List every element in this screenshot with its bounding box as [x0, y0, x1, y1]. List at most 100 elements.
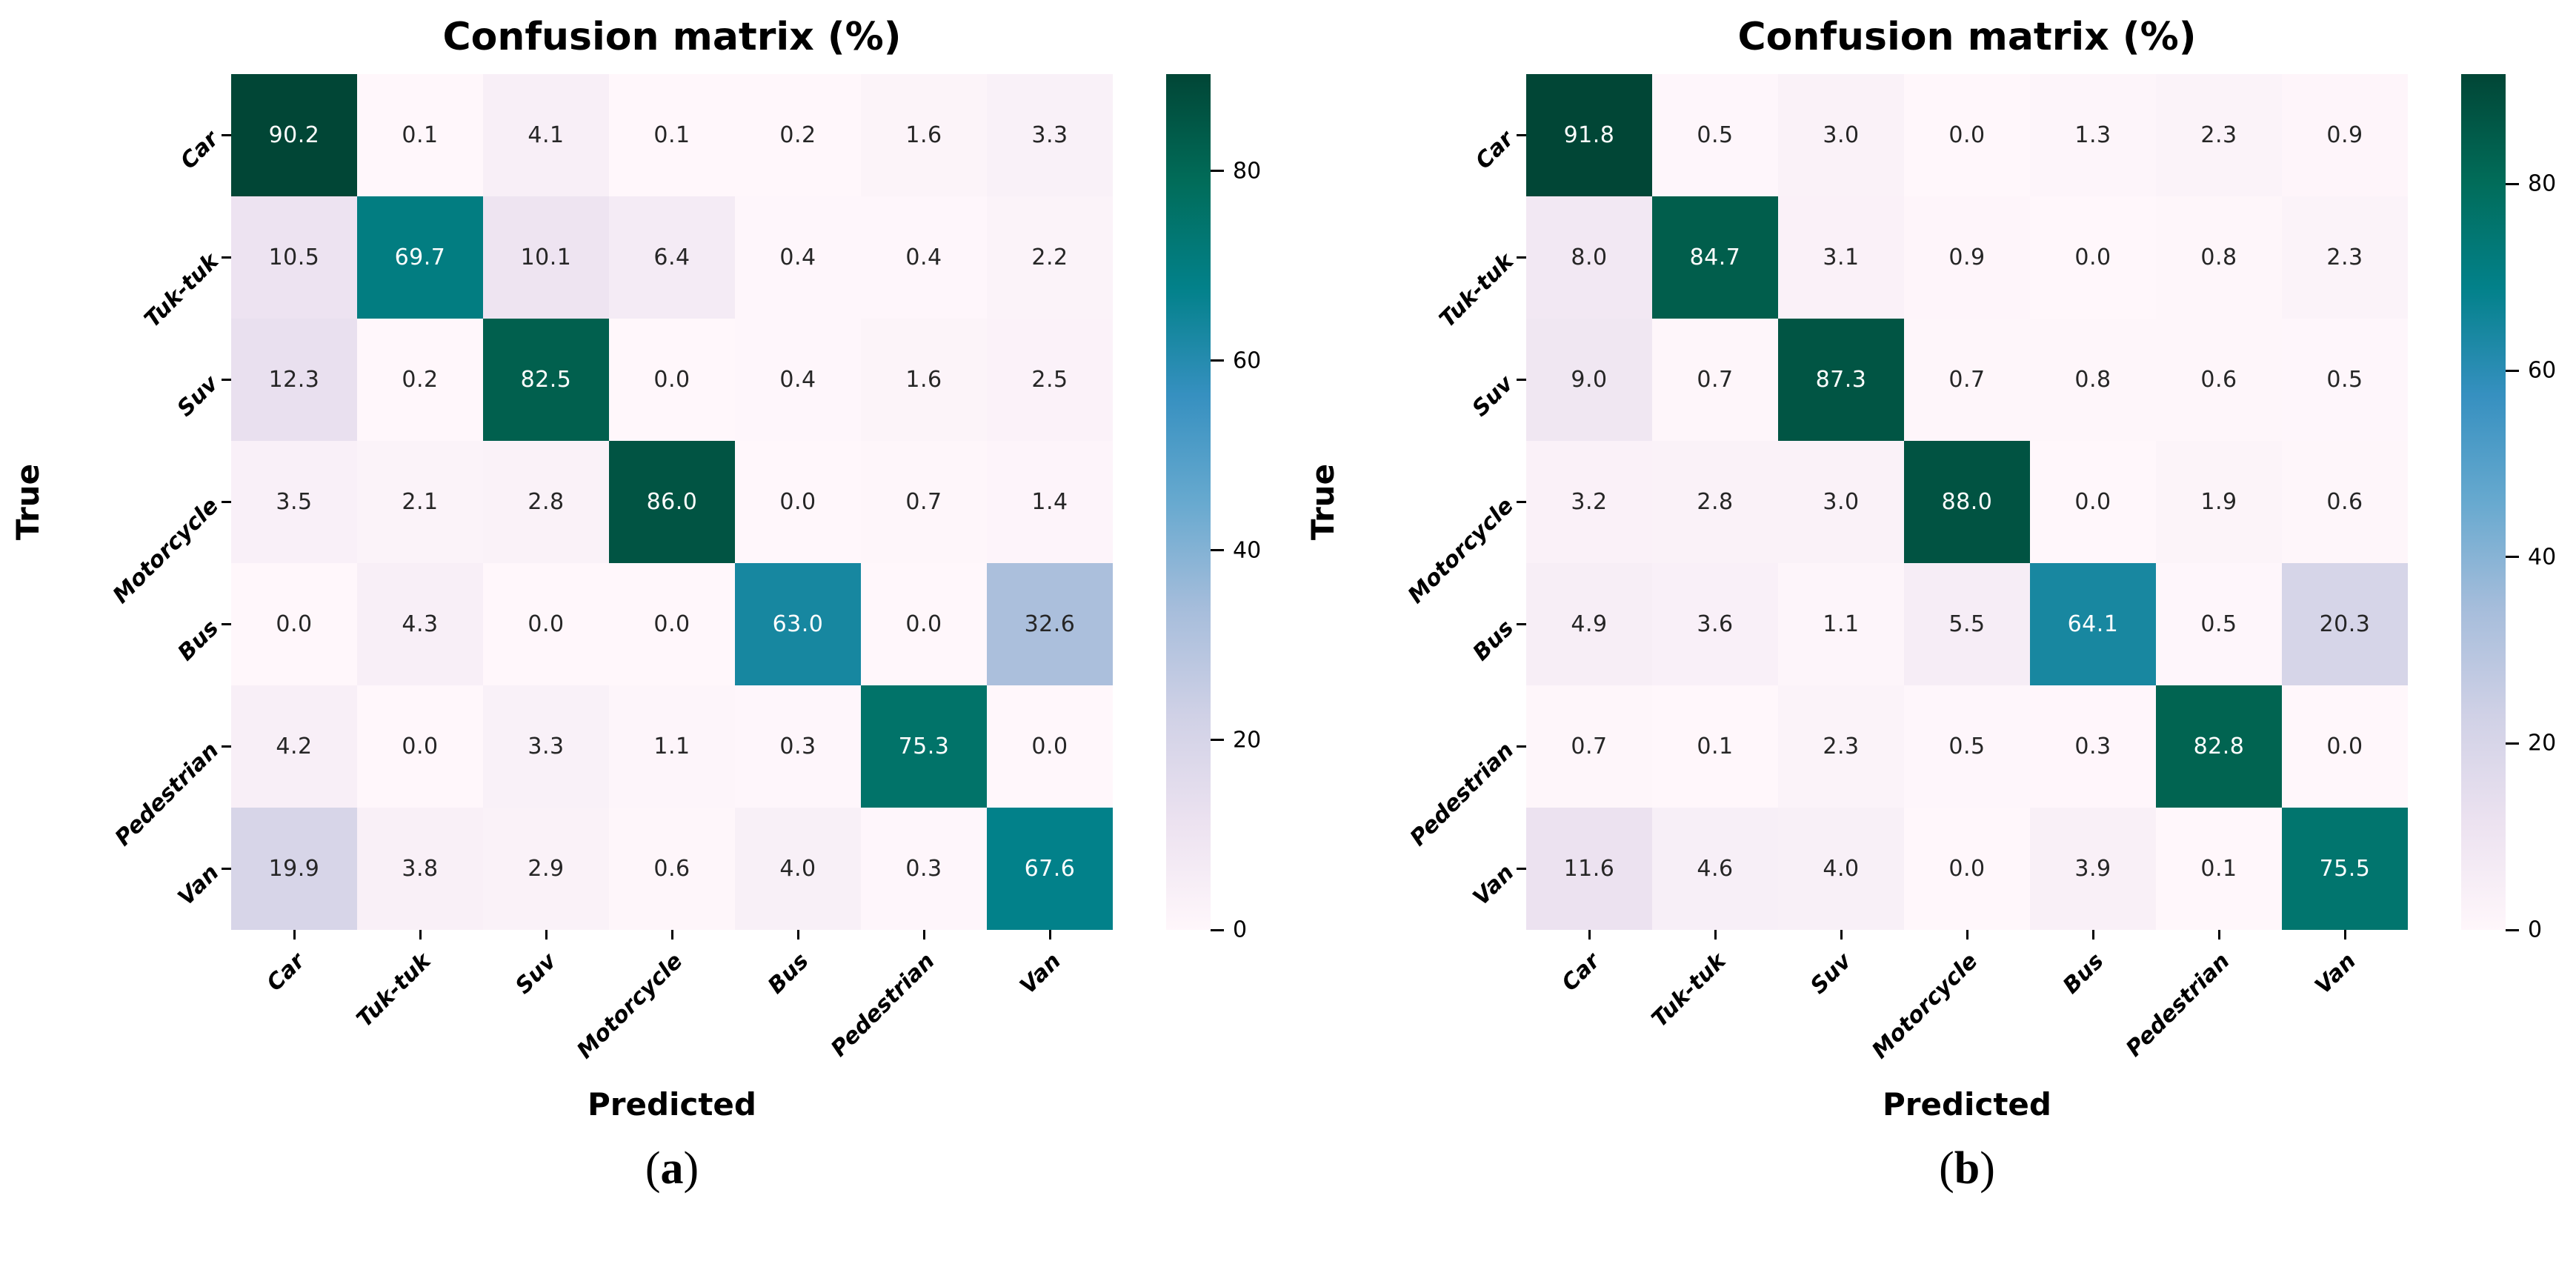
cell-value: 88.0: [1941, 489, 1993, 515]
cell-value: 0.0: [653, 611, 690, 637]
cell-value: 0.0: [1031, 734, 1068, 759]
cell-value: 2.2: [1031, 245, 1068, 270]
colorbar-tick-mark: [1211, 928, 1224, 931]
heatmap-cell: 1.3: [2030, 74, 2156, 196]
cell-value: 4.0: [779, 856, 816, 882]
y-tick-label: Pedestrian: [1405, 736, 1520, 851]
y-tick-label: Car: [175, 125, 224, 174]
cell-value: 0.2: [402, 367, 439, 393]
x-tick-label: Motorcycle: [1867, 948, 1983, 1064]
heatmap-cell: 1.6: [861, 74, 987, 196]
cell-value: 4.0: [1823, 856, 1860, 882]
cell-value: 4.9: [1571, 611, 1608, 637]
cell-value: 10.1: [520, 245, 572, 270]
heatmap-cell: 10.1: [483, 196, 609, 319]
caption-paren-open: (: [1939, 1143, 1954, 1194]
y-tick-mark: [222, 501, 231, 503]
heatmap-cell: 4.3: [357, 563, 483, 685]
heatmap-cell: 3.3: [483, 685, 609, 808]
cell-value: 67.6: [1024, 856, 1076, 882]
panel-b: Confusion matrix (%) True Car Tuk-tuk Suv M…: [1302, 0, 2576, 1267]
heatmap-cell: 3.9: [2030, 808, 2156, 930]
heatmap-cell: 11.6: [1526, 808, 1652, 930]
x-tick-mark: [1048, 930, 1051, 940]
heatmap-cell: 88.0: [1904, 441, 2030, 563]
x-tick-label: Bus: [762, 948, 814, 1000]
cell-value: 9.0: [1571, 367, 1608, 393]
heatmap-cell: 3.3: [987, 74, 1113, 196]
heatmap-cell: 0.5: [1904, 685, 2030, 808]
heatmap-cell: 1.1: [609, 685, 735, 808]
cell-value: 0.4: [905, 245, 942, 270]
cell-value: 87.3: [1815, 367, 1867, 393]
y-axis-label: True: [10, 463, 47, 541]
colorbar: [2461, 74, 2506, 930]
cell-value: 1.4: [1031, 489, 1068, 515]
caption-letter: a: [660, 1143, 684, 1194]
heatmap-cell: 0.0: [231, 563, 357, 685]
heatmap-cell: 3.1: [1778, 196, 1904, 319]
cell-value: 2.1: [402, 489, 439, 515]
heatmap-cell: 0.0: [2282, 685, 2408, 808]
cell-value: 1.9: [2200, 489, 2237, 515]
heatmap-cell: 67.6: [987, 808, 1113, 930]
heatmap-cell: 0.7: [861, 441, 987, 563]
heatmap-grid: 91.8 0.5 3.0 0.0 1.3 2.3 0.9 8.0 84.7 3.1 0.9 0.0 0.…: [1526, 74, 2408, 930]
heatmap-cell: 4.2: [231, 685, 357, 808]
heatmap-cell: 0.5: [1652, 74, 1778, 196]
cell-value: 10.5: [268, 245, 320, 270]
y-tick-mark: [222, 134, 231, 136]
cell-value: 4.2: [276, 734, 313, 759]
x-axis-tick-labels: Car Tuk-tuk Suv Motorcycle Bus Pedestrian Van: [231, 930, 1113, 1082]
heatmap-cell: 2.9: [483, 808, 609, 930]
colorbar-tick-label: 0: [1233, 917, 1248, 943]
x-tick-label: Suv: [510, 948, 562, 1000]
heatmap-cell: 0.2: [735, 74, 861, 196]
heatmap-grid: 90.2 0.1 4.1 0.1 0.2 1.6 3.3 10.5 69.7 10.1 6.4 0.4…: [231, 74, 1113, 930]
cell-value: 0.6: [2200, 367, 2237, 393]
heatmap-cell: 20.3: [2282, 563, 2408, 685]
colorbar-ticks: 0 20 40 60 80: [2506, 74, 2576, 943]
heatmap-cell: 0.0: [861, 563, 987, 685]
cell-value: 2.5: [1031, 367, 1068, 393]
heatmap-cell: 12.3: [231, 319, 357, 441]
x-axis-tick-labels: Car Tuk-tuk Suv Motorcycle Bus Pedestrian Van: [1526, 930, 2408, 1082]
cell-value: 3.0: [1823, 122, 1860, 148]
cell-value: 0.1: [402, 122, 439, 148]
colorbar-tick-mark: [2506, 182, 2519, 185]
heatmap-cell: 1.4: [987, 441, 1113, 563]
cell-value: 0.7: [1697, 367, 1734, 393]
heatmap-cell: 0.0: [2030, 441, 2156, 563]
cell-value: 0.0: [1948, 856, 1986, 882]
cell-value: 5.5: [1948, 611, 1986, 637]
cell-value: 2.9: [527, 856, 565, 882]
x-tick-mark: [2217, 930, 2220, 940]
cell-value: 84.7: [1689, 245, 1741, 270]
colorbar-tick-label: 20: [2528, 730, 2557, 756]
cell-value: 4.1: [527, 122, 565, 148]
cell-value: 0.1: [2200, 856, 2237, 882]
colorbar-tick-label: 80: [2528, 170, 2557, 197]
heatmap-cell: 0.4: [735, 319, 861, 441]
heatmap-cell: 1.9: [2156, 441, 2282, 563]
colorbar-tick-label: 40: [1233, 537, 1262, 564]
cell-value: 4.6: [1697, 856, 1734, 882]
cell-value: 0.0: [527, 611, 565, 637]
heatmap-cell: 0.3: [2030, 685, 2156, 808]
heatmap-cell: 2.8: [1652, 441, 1778, 563]
y-tick-label: Motorcycle: [1402, 492, 1520, 609]
cell-value: 2.3: [2200, 122, 2237, 148]
heatmap-cell: 0.6: [2282, 441, 2408, 563]
cell-value: 32.6: [1024, 611, 1076, 637]
cell-value: 12.3: [268, 367, 320, 393]
heatmap-cell: 87.3: [1778, 319, 1904, 441]
heatmap-cell: 4.9: [1526, 563, 1652, 685]
y-tick-label: Van: [173, 859, 224, 911]
heatmap-cell: 0.8: [2156, 196, 2282, 319]
heatmap-cell: 0.0: [735, 441, 861, 563]
heatmap-cell: 3.8: [357, 808, 483, 930]
cell-value: 3.2: [1571, 489, 1608, 515]
cell-value: 0.3: [779, 734, 816, 759]
panel-a: Confusion matrix (%) True Car Tuk-tuk Suv M…: [7, 0, 1295, 1267]
y-tick-mark: [222, 623, 231, 625]
